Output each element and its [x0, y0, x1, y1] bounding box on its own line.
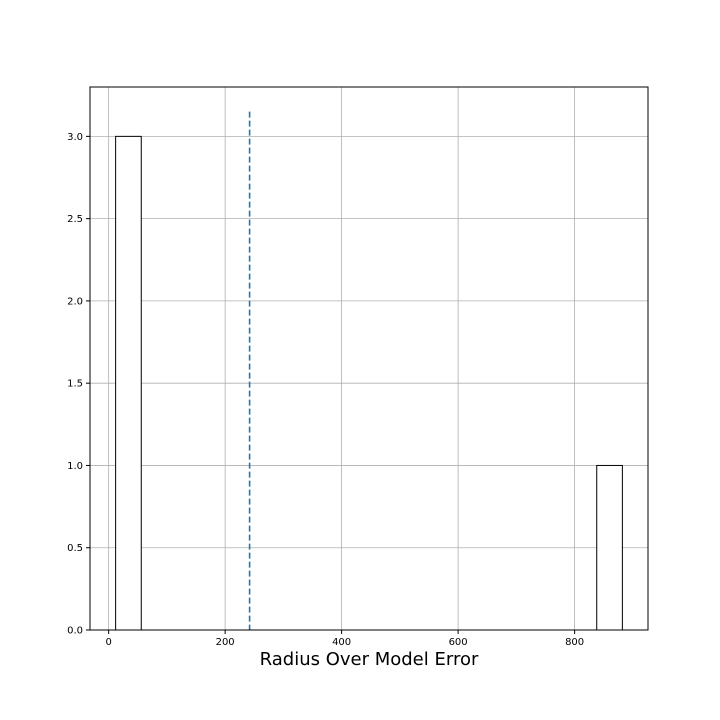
y-tick-label: 1.0: [67, 461, 83, 472]
y-tick-label: 2.5: [67, 214, 83, 225]
bars: [115, 135, 623, 631]
plot-frame: [89, 86, 649, 631]
y-tick-label: 0.5: [67, 543, 83, 554]
y-tick-label: 3.0: [67, 132, 83, 143]
y-tick-label: 0.0: [67, 626, 83, 637]
y-tick-label: 1.5: [67, 379, 83, 390]
x-tick-label: 800: [565, 637, 584, 648]
x-tick-label: 600: [449, 637, 468, 648]
x-tick-label: 0: [105, 637, 111, 648]
x-axis-label: Radius Over Model Error: [260, 649, 479, 670]
grid-lines: [90, 87, 648, 631]
axis-ticks: 0 200 400 600 800 0.0 0.5 1.0 1.5 2.0 2.5 3.0: [67, 132, 584, 648]
histogram-bar: [596, 464, 623, 631]
histogram-bar: [115, 135, 142, 631]
y-tick-label: 2.0: [67, 296, 83, 307]
x-tick-label: 400: [332, 637, 351, 648]
x-tick-label: 200: [216, 637, 235, 648]
